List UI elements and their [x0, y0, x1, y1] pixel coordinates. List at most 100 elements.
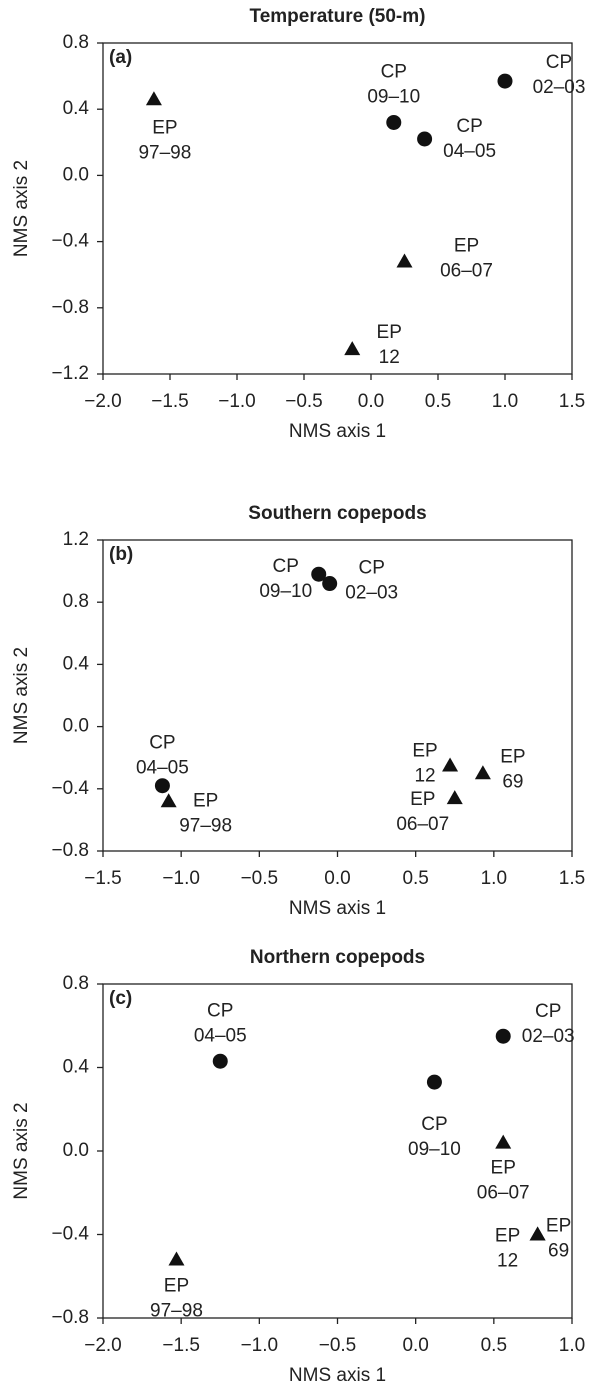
- x-tick-label: −0.5: [241, 868, 279, 889]
- point-label: EP: [412, 740, 437, 761]
- y-axis-label: NMS axis 2: [11, 160, 32, 257]
- x-tick-label: −0.5: [319, 1335, 357, 1356]
- y-tick-label: −0.4: [51, 778, 89, 799]
- point-label: 04–05: [136, 758, 189, 779]
- triangle-marker: [474, 765, 491, 780]
- y-tick-label: −1.2: [51, 363, 89, 384]
- panel-label: (b): [109, 544, 133, 565]
- x-tick-label: −1.5: [151, 391, 189, 412]
- point-label: 04–05: [443, 141, 496, 162]
- point-label: 09–10: [259, 581, 312, 602]
- circle-marker: [311, 566, 327, 582]
- x-tick-label: −1.5: [84, 868, 122, 889]
- y-tick-label: 0.0: [63, 1140, 89, 1161]
- circle-marker: [426, 1074, 442, 1090]
- point-label: EP: [152, 117, 177, 138]
- triangle-marker: [396, 253, 413, 268]
- point-label: EP: [164, 1276, 189, 1297]
- y-tick-label: 0.0: [63, 716, 89, 737]
- point-label: 06–07: [396, 814, 449, 835]
- point-label: 02–03: [533, 77, 586, 98]
- point-label: 12: [414, 765, 435, 786]
- y-axis-label: NMS axis 2: [11, 647, 32, 744]
- point-label: 97–98: [179, 815, 232, 836]
- x-tick-label: −1.0: [218, 391, 256, 412]
- circle-marker: [495, 1028, 511, 1044]
- x-tick-label: 1.5: [559, 391, 585, 412]
- x-tick-label: −2.0: [84, 1335, 122, 1356]
- point-label: CP: [273, 556, 299, 577]
- circle-marker: [497, 73, 513, 89]
- point-label: 69: [548, 1241, 569, 1262]
- y-tick-label: 0.0: [63, 164, 89, 185]
- y-tick-label: 0.8: [63, 32, 89, 53]
- point-label: EP: [491, 1158, 516, 1179]
- triangle-marker: [495, 1134, 512, 1149]
- x-tick-label: 1.0: [481, 868, 507, 889]
- x-tick-label: 1.0: [559, 1335, 585, 1356]
- x-tick-label: 0.5: [402, 868, 428, 889]
- point-label: 09–10: [367, 86, 420, 107]
- circle-marker: [154, 778, 170, 794]
- x-tick-label: −1.0: [241, 1335, 279, 1356]
- point-label: 02–03: [345, 583, 398, 604]
- point-label: 12: [497, 1251, 518, 1272]
- circle-marker: [417, 131, 433, 147]
- x-tick-label: 1.0: [492, 391, 518, 412]
- point-label: 97–98: [138, 142, 191, 163]
- x-tick-label: 0.0: [402, 1335, 428, 1356]
- y-tick-label: −0.8: [51, 840, 89, 861]
- point-label: 02–03: [522, 1026, 575, 1047]
- circle-marker: [212, 1053, 228, 1069]
- circle-marker: [386, 114, 402, 130]
- x-axis-label: NMS axis 1: [289, 898, 386, 919]
- triangle-marker: [529, 1226, 546, 1241]
- y-tick-label: 0.4: [63, 98, 90, 119]
- x-tick-label: 1.5: [559, 868, 585, 889]
- x-tick-label: −0.5: [285, 391, 323, 412]
- triangle-marker: [168, 1251, 185, 1266]
- x-tick-label: −1.5: [162, 1335, 200, 1356]
- chart-title: Temperature (50-m): [250, 6, 426, 27]
- point-label: CP: [207, 1000, 233, 1021]
- x-axis-label: NMS axis 1: [289, 1365, 386, 1386]
- y-tick-label: 0.4: [63, 653, 90, 674]
- point-label: EP: [495, 1226, 520, 1247]
- point-label: EP: [193, 790, 218, 811]
- y-tick-label: 0.4: [63, 1057, 90, 1078]
- point-label: CP: [546, 52, 572, 73]
- point-label: CP: [456, 116, 482, 137]
- point-label: 12: [379, 347, 400, 368]
- point-label: CP: [149, 733, 175, 754]
- y-tick-label: −0.8: [51, 1307, 89, 1328]
- y-tick-label: −0.4: [51, 1224, 89, 1245]
- triangle-marker: [344, 341, 361, 356]
- point-label: 04–05: [194, 1025, 247, 1046]
- panel-label: (c): [109, 988, 132, 1009]
- chart-title: Northern copepods: [250, 947, 425, 968]
- triangle-marker: [446, 790, 463, 805]
- panel-label: (a): [109, 47, 132, 68]
- x-tick-label: 0.0: [324, 868, 350, 889]
- x-tick-label: 0.5: [481, 1335, 507, 1356]
- triangle-marker: [442, 757, 459, 772]
- point-label: CP: [535, 1001, 561, 1022]
- x-axis-label: NMS axis 1: [289, 421, 386, 442]
- point-label: EP: [410, 789, 435, 810]
- plot-frame: [102, 42, 573, 375]
- y-tick-label: −0.8: [51, 297, 89, 318]
- triangle-marker: [145, 91, 162, 106]
- point-label: EP: [454, 235, 479, 256]
- x-tick-label: −2.0: [84, 391, 122, 412]
- point-label: CP: [381, 61, 407, 82]
- y-tick-label: 0.8: [63, 591, 89, 612]
- triangle-marker: [160, 793, 177, 808]
- point-label: 06–07: [440, 260, 493, 281]
- point-label: CP: [358, 558, 384, 579]
- point-label: 06–07: [477, 1183, 530, 1204]
- x-tick-label: 0.0: [358, 391, 384, 412]
- point-label: EP: [500, 746, 525, 767]
- y-tick-label: 1.2: [63, 529, 89, 550]
- point-label: EP: [546, 1216, 571, 1237]
